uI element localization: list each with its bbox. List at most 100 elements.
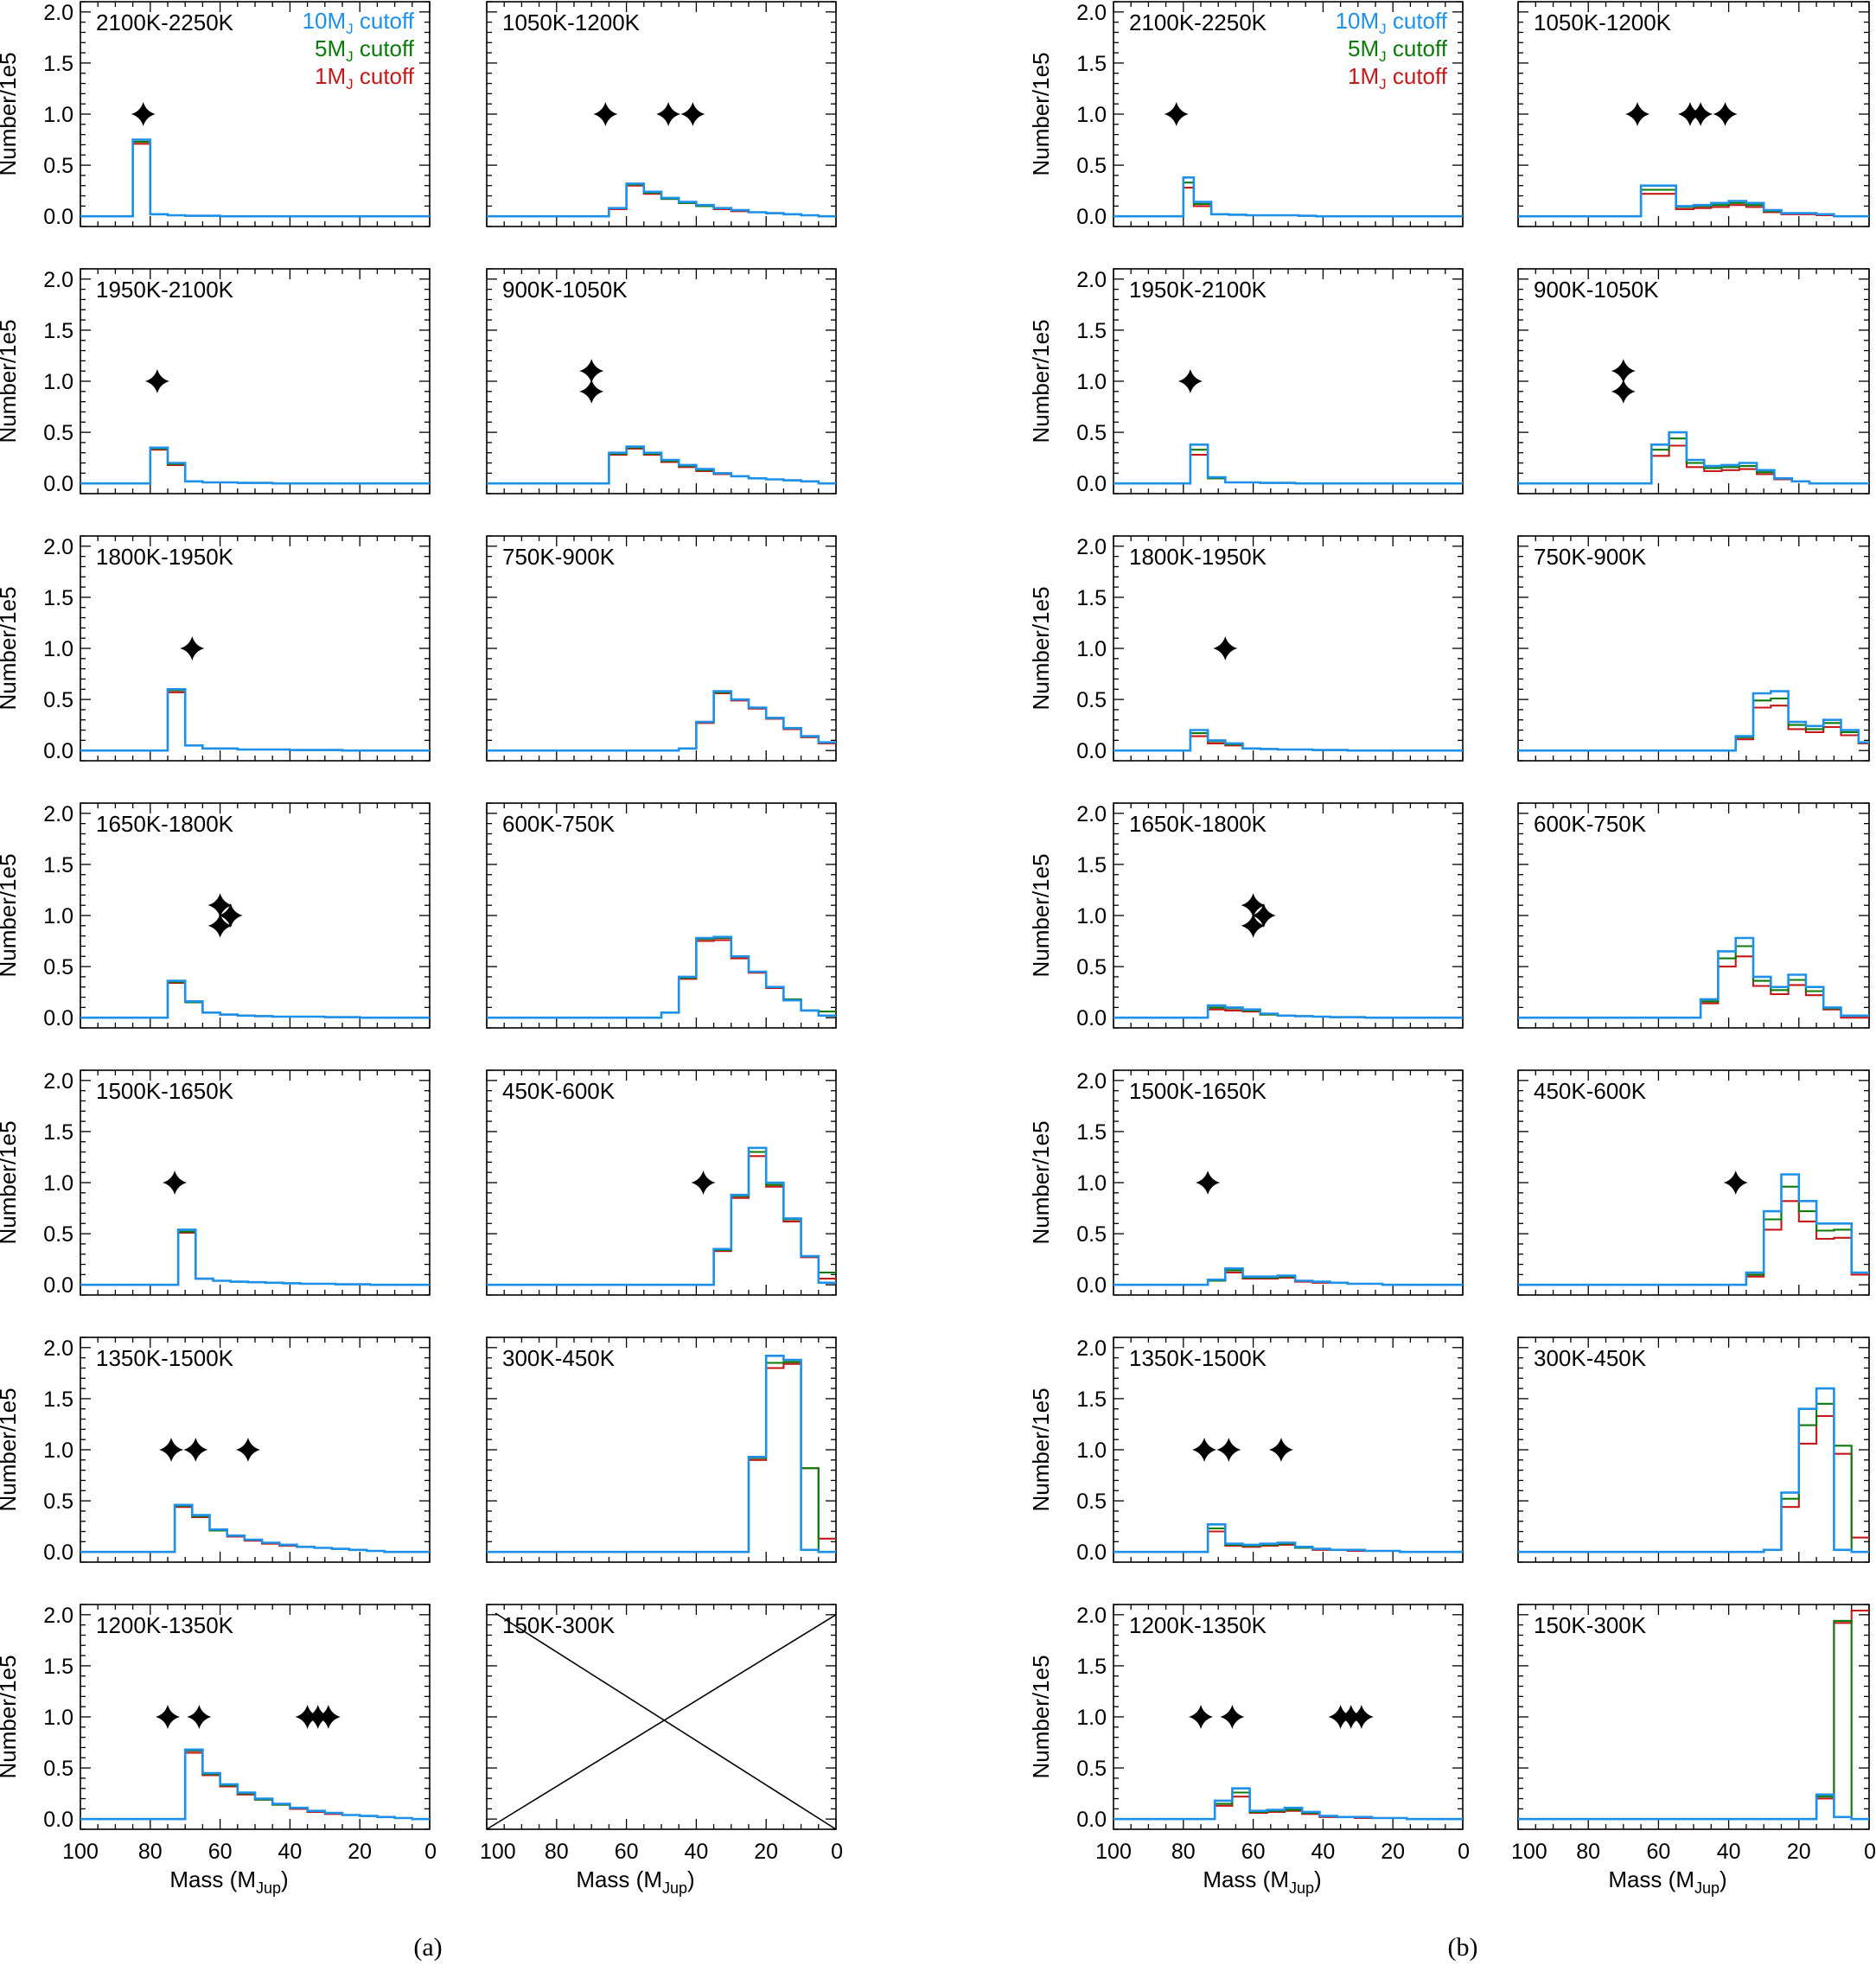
x-axis-title-main: Mass (M xyxy=(576,1866,662,1892)
panel-label: 300K-450K xyxy=(502,1345,616,1371)
hist-1mj xyxy=(80,1506,430,1553)
y-tick-label: 2.0 xyxy=(43,1604,73,1628)
x-tick-label: 0 xyxy=(831,1840,843,1864)
y-axis-title: Number/1e5 xyxy=(0,586,21,710)
hist-10mj xyxy=(487,1146,836,1286)
panel-label: 1650K-1800K xyxy=(1129,811,1267,837)
y-tick-label: 1.5 xyxy=(43,853,73,877)
hist-10mj xyxy=(1518,1793,1869,1821)
empty-panel-cross xyxy=(495,1612,837,1830)
y-tick-label: 1.5 xyxy=(43,1655,73,1679)
panel-label: 600K-750K xyxy=(502,811,616,837)
hist-1mj xyxy=(487,1362,836,1553)
panel-label: 1950K-2100K xyxy=(96,277,234,303)
star-marker xyxy=(183,1438,208,1462)
x-tick-label: 100 xyxy=(1511,1840,1547,1864)
hist-1mj xyxy=(1518,1610,1869,1821)
panel-frame xyxy=(80,802,431,1029)
legend-base: 5M xyxy=(1348,35,1379,61)
y-tick-label: 2.0 xyxy=(43,535,73,559)
hist-1mj xyxy=(1518,705,1869,752)
y-axis-title: Number/1e5 xyxy=(0,1120,21,1244)
y-tick-label: 0.0 xyxy=(43,1273,73,1298)
y-axis-title: Number/1e5 xyxy=(1028,1120,1054,1244)
star-marker xyxy=(1241,893,1266,918)
x-tick-label: 0 xyxy=(424,1840,437,1864)
y-tick-label: 0.0 xyxy=(1076,1541,1107,1565)
hist-10mj xyxy=(487,935,836,1019)
hist-10mj xyxy=(487,1355,836,1553)
panel-label: 1350K-1500K xyxy=(96,1345,234,1371)
y-tick-label: 1.0 xyxy=(1076,1171,1107,1196)
legend-sub: J xyxy=(1379,21,1387,37)
y-tick-label: 0.5 xyxy=(43,1222,73,1247)
panel-frame xyxy=(1113,802,1464,1029)
star-marker xyxy=(1723,1171,1748,1195)
x-axis-title: Mass (MJup) xyxy=(576,1866,694,1897)
panel-frame xyxy=(80,1069,431,1296)
y-tick-label: 1.0 xyxy=(1076,904,1107,928)
panel-a-14: 100 80 60 40 20 0 Mass (MJup) 150K-300K xyxy=(480,1604,843,1897)
y-tick-label: 0.0 xyxy=(1076,472,1107,496)
legend-entry: 1MJ cutoff xyxy=(1348,63,1448,93)
panel-b-12: 300K-450K xyxy=(1517,1337,1870,1563)
star-marker xyxy=(579,379,604,404)
y-tick-label: 0.5 xyxy=(1076,1490,1107,1514)
x-tick-label: 100 xyxy=(480,1840,516,1864)
y-tick-label: 1.5 xyxy=(43,1120,73,1145)
panel-a-13: 0.0 0.5 1.0 1.5 2.0 Number/1e5 100 80 60 40 20 0 Mas… xyxy=(0,1604,437,1897)
legend-base: 1M xyxy=(315,63,346,89)
star-marker xyxy=(1177,369,1203,393)
hist-1mj xyxy=(1518,444,1869,485)
panel-label: 1650K-1800K xyxy=(96,811,234,837)
panel-a-9: 0.0 0.5 1.0 1.5 2.0 Number/1e5 1500K-1650K xyxy=(0,1069,431,1298)
hist-10mj xyxy=(487,182,836,218)
y-tick-label: 1.5 xyxy=(43,319,73,343)
panel-label: 750K-900K xyxy=(1534,544,1647,570)
hist-1mj xyxy=(487,184,836,218)
x-axis-title-close: ) xyxy=(1720,1866,1727,1892)
y-tick-label: 2.0 xyxy=(1076,1069,1107,1094)
y-tick-label: 0.0 xyxy=(43,205,73,229)
star-marker xyxy=(1251,903,1276,928)
y-tick-label: 0.0 xyxy=(1076,205,1107,229)
y-tick-label: 1.0 xyxy=(1076,103,1107,127)
panel-b-2: 1050K-1200K xyxy=(1517,1,1870,227)
hist-5mj xyxy=(1518,1619,1869,1821)
legend-sub: J xyxy=(346,21,354,37)
y-tick-label: 1.5 xyxy=(43,586,73,610)
panel-label: 750K-900K xyxy=(502,544,616,570)
y-tick-label: 1.5 xyxy=(1076,1388,1107,1412)
y-tick-label: 0.0 xyxy=(43,472,73,496)
y-tick-label: 0.5 xyxy=(43,688,73,712)
x-axis-title-sub: Jup xyxy=(1694,1879,1720,1897)
star-marker xyxy=(656,102,681,126)
hist-5mj xyxy=(487,1361,836,1553)
hist-10mj xyxy=(1113,443,1463,485)
hist-1mj xyxy=(487,939,836,1019)
x-axis-title: Mass (MJup) xyxy=(1608,1866,1726,1897)
panel-a-4: 900K-1050K xyxy=(486,268,837,494)
hist-10mj xyxy=(1113,1004,1463,1019)
star-marker xyxy=(156,1705,180,1729)
star-marker xyxy=(1349,1705,1374,1729)
panel-frame xyxy=(1113,268,1464,494)
x-tick-label: 0 xyxy=(1864,1840,1876,1864)
y-tick-label: 1.5 xyxy=(1076,586,1107,610)
y-tick-label: 0.0 xyxy=(1076,1808,1107,1832)
panel-b-5: 0.0 0.5 1.0 1.5 2.0 Number/1e5 1800K-1950K xyxy=(1028,535,1464,763)
hist-1mj xyxy=(487,1155,836,1286)
legend-suffix: cutoff xyxy=(354,8,415,34)
y-tick-label: 2.0 xyxy=(1076,1,1107,25)
x-tick-label: 80 xyxy=(1576,1840,1600,1864)
y-tick-label: 1.0 xyxy=(43,1171,73,1196)
x-tick-label: 100 xyxy=(1095,1840,1132,1864)
x-tick-label: 80 xyxy=(138,1840,163,1864)
star-marker xyxy=(593,102,618,126)
panel-label: 2100K-2250K xyxy=(96,10,234,35)
panel-b-7: 0.0 0.5 1.0 1.5 2.0 Number/1e5 1650K-1800K xyxy=(1028,802,1464,1030)
y-tick-label: 2.0 xyxy=(1076,1604,1107,1628)
legend-suffix: cutoff xyxy=(1387,63,1448,89)
hist-5mj xyxy=(487,936,836,1019)
panel-a-7: 0.0 0.5 1.0 1.5 2.0 Number/1e5 1650K-1800K xyxy=(0,802,431,1030)
